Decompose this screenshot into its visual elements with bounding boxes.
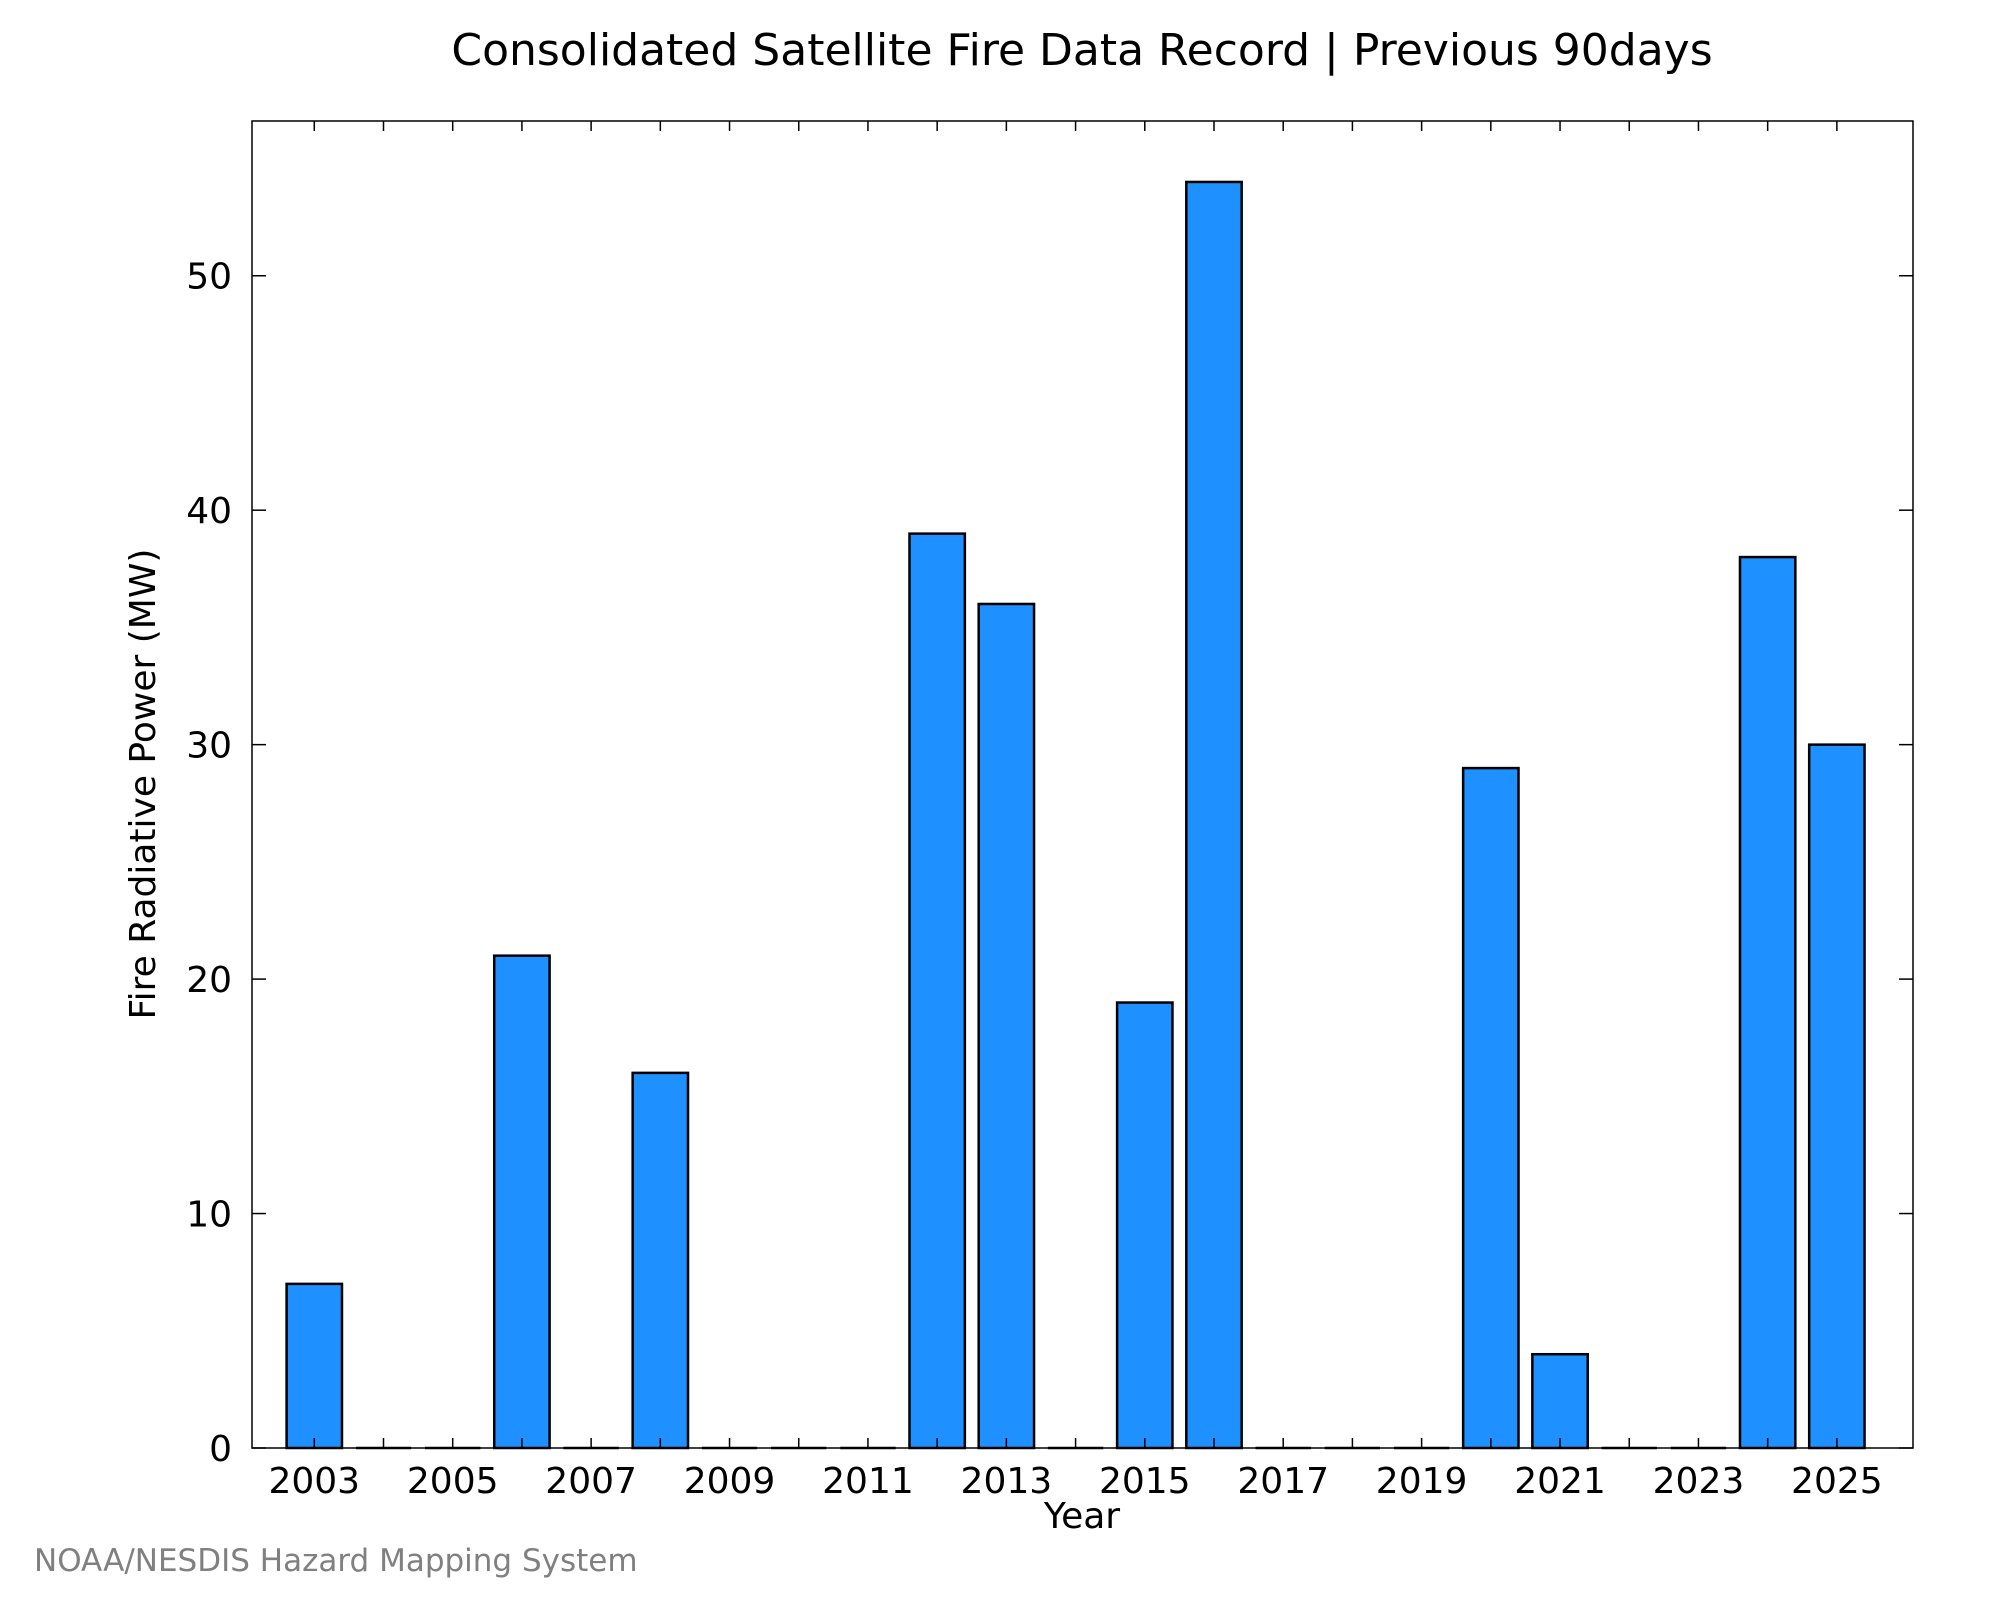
- x-axis-label: Year: [1043, 1496, 1120, 1537]
- x-tick-label: 2017: [1237, 1461, 1329, 1502]
- chart-title: Consolidated Satellite Fire Data Record …: [451, 25, 1712, 76]
- x-tick-label: 2015: [1099, 1461, 1191, 1502]
- y-tick-label: 30: [186, 726, 232, 767]
- y-axis: 0 10 20 30 40 50: [186, 257, 1913, 1470]
- x-tick-label: 2007: [545, 1461, 637, 1502]
- bar-2020: [1461, 766, 1520, 1450]
- y-tick-label: 0: [209, 1429, 232, 1470]
- bar-2015: [1115, 1001, 1174, 1450]
- bar-2008: [631, 1071, 690, 1450]
- x-tick-label: 2021: [1514, 1461, 1606, 1502]
- x-tick-label: 2009: [684, 1461, 776, 1502]
- bar-2013: [977, 602, 1036, 1450]
- y-tick-label: 20: [186, 960, 232, 1001]
- x-tick-label: 2003: [268, 1461, 360, 1502]
- credit-text: NOAA/NESDIS Hazard Mapping System: [34, 1543, 638, 1579]
- y-axis-label: Fire Radiative Power (MW): [123, 549, 164, 1020]
- x-tick-label: 2005: [407, 1461, 499, 1502]
- bar-2006: [492, 954, 551, 1450]
- bar-2003: [285, 1282, 344, 1450]
- bar-2024: [1738, 555, 1797, 1450]
- y-tick-label: 40: [186, 491, 232, 532]
- y-tick-label: 50: [186, 257, 232, 298]
- y-tick-label: 10: [186, 1195, 232, 1236]
- x-tick-label: 2019: [1376, 1461, 1468, 1502]
- bars-group: [285, 180, 1866, 1450]
- bar-2012: [908, 532, 967, 1450]
- x-tick-label: 2025: [1791, 1461, 1883, 1502]
- bar-2025: [1807, 743, 1866, 1450]
- x-axis: 2003 2005 2007 2009 2011 2013 2015 2017 2019 2021…: [268, 121, 1883, 1502]
- plot-frame: [251, 120, 1914, 1449]
- bar-2016: [1185, 180, 1243, 1450]
- x-tick-label: 2023: [1653, 1461, 1745, 1502]
- x-tick-label: 2011: [822, 1461, 914, 1502]
- bar-2021: [1531, 1352, 1589, 1450]
- x-tick-label: 2013: [961, 1461, 1053, 1502]
